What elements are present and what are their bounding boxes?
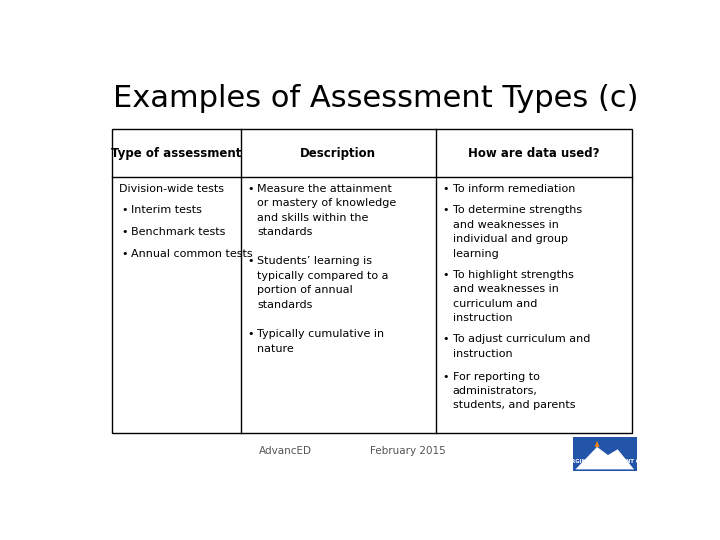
Text: VIRGINIA DEPARTMENT OF
EDUCATION: VIRGINIA DEPARTMENT OF EDUCATION (565, 459, 644, 470)
Text: Typically cumulative in
nature: Typically cumulative in nature (258, 329, 384, 354)
Bar (112, 129, 632, 433)
Text: For reporting to
administrators,
students, and parents: For reporting to administrators, student… (453, 372, 575, 410)
Text: To inform remediation: To inform remediation (453, 184, 575, 194)
Text: To adjust curriculum and
instruction: To adjust curriculum and instruction (453, 334, 590, 359)
Text: •: • (443, 184, 449, 194)
Text: •: • (248, 256, 254, 266)
Polygon shape (575, 447, 634, 469)
Text: •: • (443, 270, 449, 280)
Text: Annual common tests: Annual common tests (131, 248, 253, 259)
Text: •: • (248, 184, 254, 194)
Text: •: • (248, 329, 254, 339)
Polygon shape (595, 441, 599, 447)
Text: Division-wide tests: Division-wide tests (119, 184, 224, 194)
Text: Examples of Assessment Types (c): Examples of Assessment Types (c) (114, 84, 639, 112)
Text: February 2015: February 2015 (370, 446, 446, 456)
Text: Type of assessment: Type of assessment (112, 147, 242, 160)
Text: •: • (443, 372, 449, 382)
Text: To determine strengths
and weaknesses in
individual and group
learning: To determine strengths and weaknesses in… (453, 205, 582, 259)
Text: •: • (443, 205, 449, 215)
Text: Interim tests: Interim tests (131, 205, 202, 215)
Text: Description: Description (300, 147, 377, 160)
Text: •: • (122, 227, 128, 237)
Text: To highlight strengths
and weaknesses in
curriculum and
instruction: To highlight strengths and weaknesses in… (453, 270, 574, 323)
Text: Students’ learning is
typically compared to a
portion of annual
standards: Students’ learning is typically compared… (258, 256, 389, 309)
Text: •: • (443, 334, 449, 344)
Text: •: • (122, 205, 128, 215)
Text: AdvancED: AdvancED (258, 446, 312, 456)
Text: Measure the attainment
or mastery of knowledge
and skills within the
standards: Measure the attainment or mastery of kno… (258, 184, 397, 237)
Text: Benchmark tests: Benchmark tests (131, 227, 225, 237)
Text: How are data used?: How are data used? (469, 147, 600, 160)
Text: •: • (122, 248, 128, 259)
Bar (572, 437, 637, 471)
